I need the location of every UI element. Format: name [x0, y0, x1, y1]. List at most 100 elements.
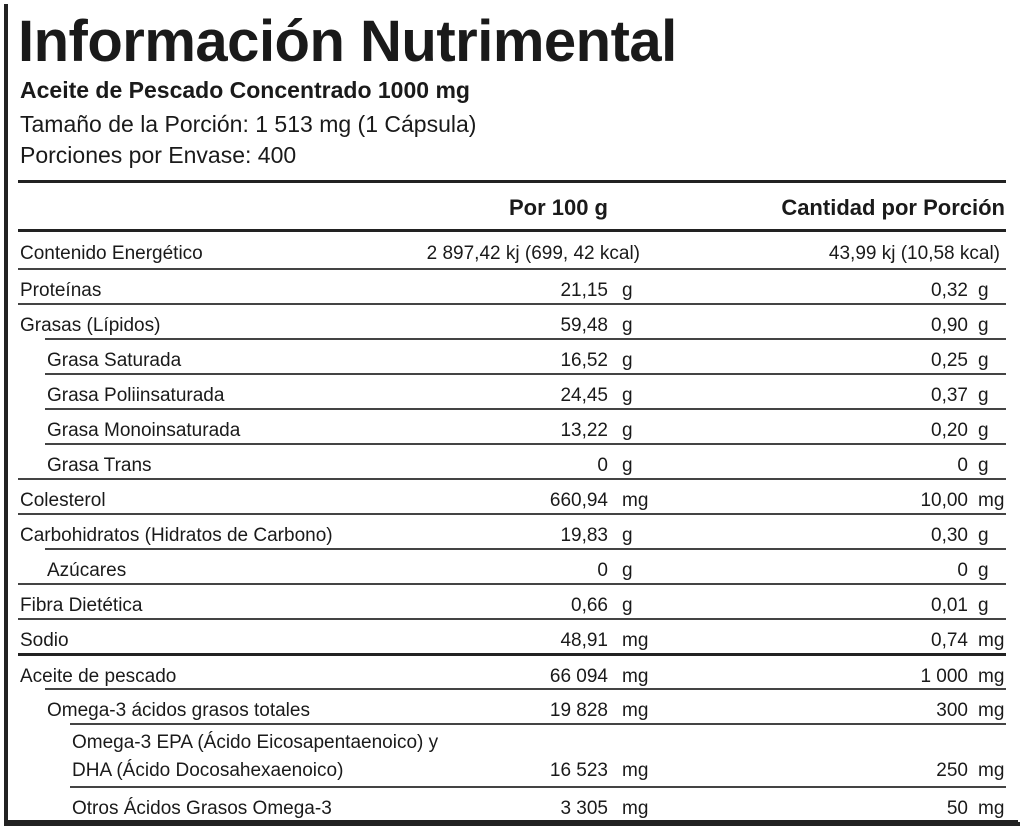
unit-per-100g: g [622, 420, 633, 441]
table-row: Grasas (Lípidos) 59,48 g 0,90 g [18, 303, 1006, 338]
unit-per-serving: g [978, 560, 989, 581]
value-per-serving: 300 [936, 700, 968, 721]
value-per-100g: 16,52 [560, 350, 608, 371]
table-row: Sodio 48,91 mg 0,74 mg [18, 618, 1006, 653]
value-per-serving: 0 [957, 455, 968, 476]
unit-per-serving: mg [978, 798, 1005, 819]
table-row: Grasa Poliinsaturada 24,45 g 0,37 g [45, 373, 1006, 408]
value-per-serving: 0,30 [931, 525, 968, 546]
row-label: Grasa Poliinsaturada [47, 385, 225, 406]
unit-per-serving: mg [978, 760, 1005, 781]
value-per-serving: 1 000 [920, 666, 968, 687]
unit-per-serving: g [978, 385, 989, 406]
value-per-serving: 0,25 [931, 350, 968, 371]
unit-per-100g: g [622, 525, 633, 546]
value-per-100g: 13,22 [560, 420, 608, 441]
unit-per-serving: mg [978, 630, 1005, 651]
row-label: Grasas (Lípidos) [20, 315, 161, 336]
table-row: Carbohidratos (Hidratos de Carbono) 19,83… [18, 513, 1006, 548]
label-frame-bottom [4, 822, 1020, 826]
unit-per-serving: mg [978, 666, 1005, 687]
table-row: Omega-3 EPA (Ácido Eicosapentaenoico) y D… [70, 723, 1006, 786]
unit-per-100g: mg [622, 666, 649, 687]
row-label: Grasa Saturada [47, 350, 182, 371]
value-per-100g: 3 305 [560, 798, 608, 819]
value-per-serving: 0,37 [931, 385, 968, 406]
value-per-serving: 0,01 [931, 595, 968, 616]
energy-per-serving: 43,99 kj (10,58 kcal) [828, 243, 1000, 264]
value-per-100g: 66 094 [549, 666, 608, 687]
table-row: Proteínas 21,15 g 0,32 g [18, 268, 1006, 303]
unit-per-100g: g [622, 350, 633, 371]
unit-per-serving: g [978, 525, 989, 546]
table-row: Omega-3 ácidos grasos totales 19 828 mg 300… [45, 688, 1006, 723]
row-label: Omega-3 EPA (Ácido Eicosapentaenoico) y [72, 732, 439, 753]
value-per-serving: 0,90 [931, 315, 968, 336]
value-per-100g: 0,66 [571, 595, 608, 616]
unit-per-serving: mg [978, 490, 1005, 511]
value-per-100g: 21,15 [560, 280, 608, 301]
unit-per-serving: mg [978, 700, 1005, 721]
value-per-100g: 0 [597, 455, 608, 476]
value-per-serving: 0,74 [931, 630, 968, 651]
unit-per-100g: g [622, 385, 633, 406]
unit-per-100g: mg [622, 798, 649, 819]
value-per-100g: 660,94 [549, 490, 608, 511]
table-row: Grasa Monoinsaturada 13,22 g 0,20 g [45, 408, 1006, 443]
unit-per-100g: g [622, 560, 633, 581]
unit-per-100g: g [622, 455, 633, 476]
divider [18, 229, 1006, 232]
value-per-serving: 10,00 [920, 490, 968, 511]
serving-size: Tamaño de la Porción: 1 513 mg (1 Cápsul… [20, 111, 477, 137]
unit-per-serving: g [978, 315, 989, 336]
unit-per-serving: g [978, 280, 989, 301]
value-per-100g: 48,91 [560, 630, 608, 651]
row-label: Omega-3 ácidos grasos totales [47, 700, 310, 721]
unit-per-100g: g [622, 315, 633, 336]
row-label: Azúcares [47, 560, 127, 581]
table-row: Fibra Dietética 0,66 g 0,01 g [18, 583, 1006, 618]
header-per-100g: Por 100 g [508, 195, 608, 220]
unit-per-serving: g [978, 350, 989, 371]
table-row: Grasa Trans 0 g 0 g [45, 443, 1006, 478]
unit-per-100g: mg [622, 760, 649, 781]
table-row-energy: Contenido Energético 2 897,42 kj (699, 4… [18, 233, 1006, 268]
table-row: Otros Ácidos Grasos Omega-3 3 305 mg 50 mg [70, 786, 1006, 821]
table-row: Colesterol 660,94 mg 10,00 mg [18, 478, 1006, 513]
row-label: Fibra Dietética [20, 595, 143, 616]
divider [18, 180, 1006, 183]
value-per-100g: 19 828 [549, 700, 608, 721]
unit-per-100g: mg [622, 490, 649, 511]
row-label: Otros Ácidos Grasos Omega-3 [72, 798, 332, 819]
row-label: Grasa Trans [47, 455, 152, 476]
value-per-100g: 59,48 [560, 315, 608, 336]
value-per-100g: 0 [597, 560, 608, 581]
unit-per-100g: mg [622, 700, 649, 721]
energy-per-100g: 2 897,42 kj (699, 42 kcal) [426, 243, 640, 264]
value-per-100g: 24,45 [560, 385, 608, 406]
table-row: Grasa Saturada 16,52 g 0,25 g [45, 338, 1006, 373]
row-label: Aceite de pescado [20, 666, 177, 687]
row-label: Sodio [20, 630, 69, 651]
row-label: Colesterol [20, 490, 106, 511]
unit-per-100g: g [622, 595, 633, 616]
unit-per-serving: g [978, 595, 989, 616]
table-row: Azúcares 0 g 0 g [45, 548, 1006, 583]
unit-per-serving: g [978, 455, 989, 476]
value-per-100g: 16 523 [549, 760, 608, 781]
value-per-serving: 250 [936, 760, 968, 781]
row-label: Proteínas [20, 280, 102, 301]
nutrition-table: Contenido Energético 2 897,42 kj (699, 4… [18, 233, 1006, 821]
header-per-serving: Cantidad por Porción [781, 195, 1005, 220]
unit-per-100g: mg [622, 630, 649, 651]
row-label: Grasa Monoinsaturada [47, 420, 241, 441]
row-label: Carbohidratos (Hidratos de Carbono) [20, 525, 333, 546]
value-per-serving: 0 [957, 560, 968, 581]
value-per-serving: 0,20 [931, 420, 968, 441]
unit-per-100g: g [622, 280, 633, 301]
label-title: Información Nutrimental [18, 9, 677, 74]
row-label-line2: DHA (Ácido Docosahexaenoico) [72, 760, 344, 781]
table-row: Aceite de pescado 66 094 mg 1 000 mg [18, 653, 1006, 688]
value-per-serving: 0,32 [931, 280, 968, 301]
unit-per-serving: g [978, 420, 989, 441]
